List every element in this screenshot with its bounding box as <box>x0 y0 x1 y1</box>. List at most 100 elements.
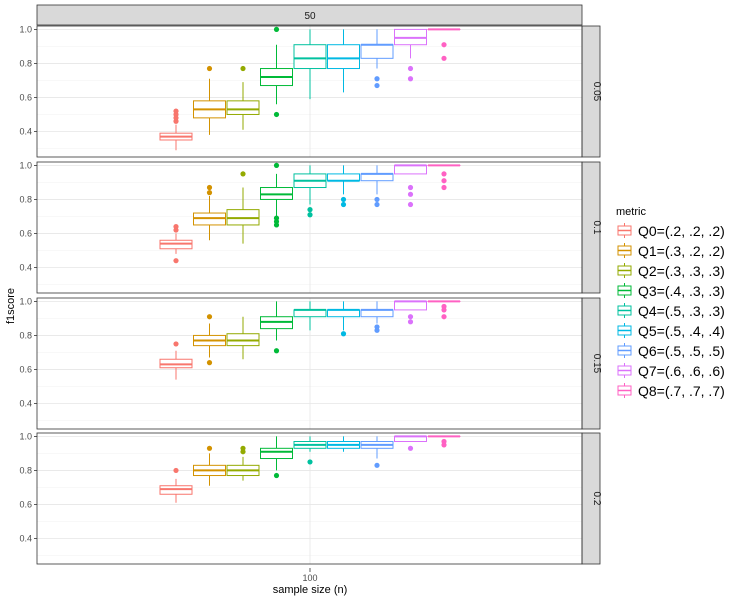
box-q1 <box>193 445 226 486</box>
outlier-point <box>407 76 414 82</box>
box-body <box>327 44 360 70</box>
box-q2 <box>226 445 260 481</box>
outlier-point <box>374 82 380 89</box>
outlier-point <box>441 55 447 61</box>
y-axis-tick-label: 0.4 <box>19 126 32 136</box>
outlier-point <box>173 108 179 114</box>
legend-label: Q1=(.3, .2, .2) <box>638 243 725 259</box>
y-axis-tick-label: 0.8 <box>19 58 32 68</box>
legend-item-q6: Q6=(.5, .5, .5) <box>616 342 725 359</box>
facet-panel-0-2: 0.4 0.6 0.8 1.0 0.2 <box>19 431 602 565</box>
legend-title: metric <box>616 206 646 218</box>
outlier-point <box>273 472 280 479</box>
box-q5 <box>327 29 360 93</box>
box-q1 <box>193 314 226 366</box>
box-q5 <box>327 301 360 337</box>
box-q0 <box>159 108 193 151</box>
box-q6 <box>360 165 394 208</box>
box-q6 <box>360 301 394 333</box>
outlier-point <box>374 324 380 330</box>
y-axis-tick-label: 0.4 <box>19 533 32 543</box>
box-body <box>394 300 427 311</box>
outlier-point <box>273 215 280 221</box>
legend-item-q8: Q8=(.7, .7, .7) <box>616 382 725 399</box>
box-body <box>394 164 427 175</box>
outlier-point <box>374 196 380 203</box>
outlier-point <box>206 65 213 72</box>
outlier-point <box>206 314 213 320</box>
outlier-point <box>340 201 347 208</box>
box-q7 <box>394 28 427 82</box>
y-axis-tick-label: 0.4 <box>19 262 32 272</box>
legend-label: Q8=(.7, .7, .7) <box>638 383 725 399</box>
box-q3 <box>260 301 293 354</box>
outlier-point <box>407 314 414 320</box>
outlier-point <box>273 111 280 118</box>
outlier-point <box>441 184 447 191</box>
facet-panel-0-1: 0.4 0.6 0.8 1.0 0.1 <box>19 160 602 294</box>
y-axis-tick-label: 0.6 <box>19 499 32 509</box>
outlier-point <box>307 207 313 213</box>
outlier-point <box>407 445 414 451</box>
outlier-point <box>441 178 447 184</box>
outlier-point <box>240 445 246 451</box>
legend-item-q1: Q1=(.3, .2, .2) <box>616 242 725 259</box>
legend-label: Q6=(.5, .5, .5) <box>638 343 725 359</box>
row-strip-label: 0.2 <box>591 492 602 506</box>
row-strip-label: 0.05 <box>591 82 602 102</box>
outlier-point <box>173 258 179 264</box>
outlier-point <box>173 341 179 347</box>
box-q0 <box>159 224 193 264</box>
outlier-point <box>273 348 280 354</box>
outlier-point <box>307 212 313 218</box>
panel-border <box>36 432 583 565</box>
box-body <box>327 309 360 318</box>
box-q0 <box>159 467 193 503</box>
legend-item-q2: Q2=(.3, .3, .3) <box>616 262 725 279</box>
legend-label: Q0=(.2, .2, .2) <box>638 223 725 239</box>
facet-panels: 0.4 0.6 0.8 1.0 0.05 0.4 0.6 0.8 1.0 0.1 0.4 0.6 0.8… <box>19 24 602 565</box>
outlier-point <box>441 171 447 177</box>
outlier-point <box>273 162 280 169</box>
box-q2 <box>226 316 260 360</box>
panel-background <box>37 433 582 564</box>
outlier-point <box>307 459 313 465</box>
legend-item-q5: Q5=(.5, .4, .4) <box>616 322 725 339</box>
outlier-point <box>340 331 347 337</box>
y-axis-title: f1score <box>5 288 17 324</box>
box-q6 <box>360 29 394 89</box>
column-strip-bg <box>36 4 583 26</box>
outlier-point <box>206 184 213 191</box>
box-q5 <box>327 165 360 208</box>
box-body <box>260 447 293 460</box>
box-q4 <box>293 29 327 100</box>
box-q5 <box>327 436 360 452</box>
y-axis-tick-label: 0.6 <box>19 364 32 374</box>
x-axis-tick-label: 100 <box>302 573 317 583</box>
box-q7 <box>394 300 427 325</box>
panel-border <box>36 25 583 158</box>
y-axis-tick-label: 1.0 <box>19 431 32 441</box>
box-body <box>226 100 260 115</box>
x-axis-title: sample size (n) <box>273 584 348 596</box>
box-q3 <box>260 436 293 479</box>
outlier-point <box>273 26 280 33</box>
box-q1 <box>193 184 226 241</box>
box-q7 <box>394 435 427 451</box>
outlier-point <box>374 462 380 468</box>
outlier-point <box>441 438 447 445</box>
box-q0 <box>159 341 193 380</box>
y-axis-tick-label: 0.8 <box>19 194 32 204</box>
outlier-point <box>374 76 380 82</box>
y-axis-tick-label: 0.8 <box>19 465 32 475</box>
outlier-point <box>374 201 380 208</box>
box-q2 <box>226 171 260 244</box>
outlier-point <box>206 360 213 366</box>
legend-label: Q7=(.6, .6, .6) <box>638 363 725 379</box>
box-q1 <box>193 65 226 135</box>
legend-item-q7: Q7=(.6, .6, .6) <box>616 362 725 379</box>
panel-border <box>36 297 583 430</box>
column-strip-label: 50 <box>304 11 316 22</box>
y-axis-tick-label: 0.6 <box>19 228 32 238</box>
facet-panel-0-15: 0.4 0.6 0.8 1.0 0.15 <box>19 296 602 430</box>
